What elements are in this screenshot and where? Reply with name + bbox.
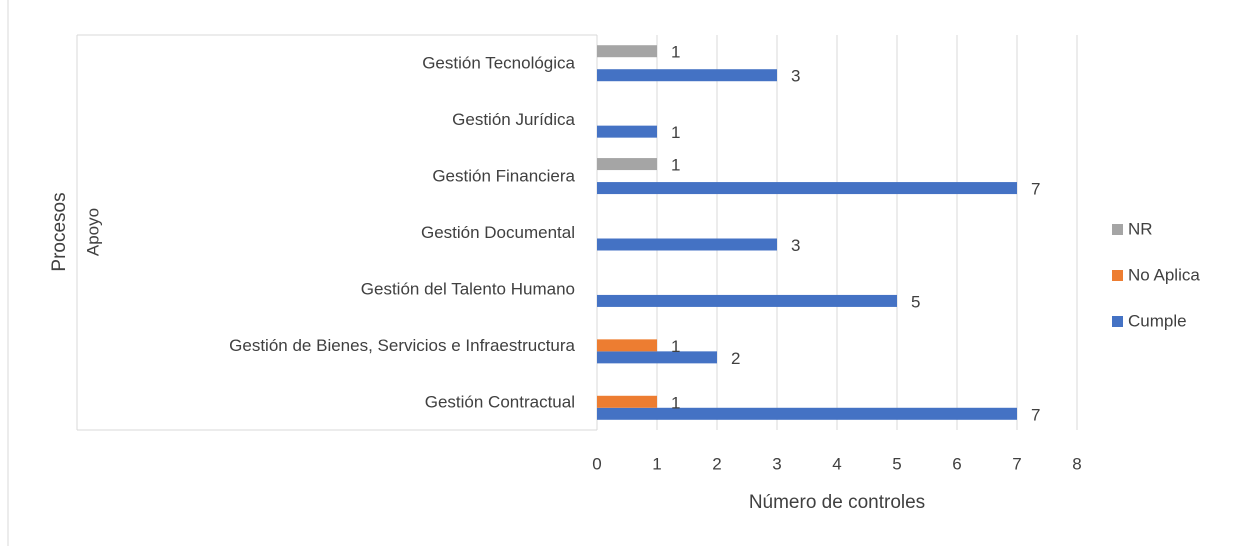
- data-label: 1: [671, 156, 680, 175]
- data-label: 7: [1031, 180, 1040, 199]
- x-axis-title: Número de controles: [749, 492, 925, 513]
- bar: [597, 407, 1017, 420]
- y-tick-label: Gestión Contractual: [425, 392, 575, 411]
- data-label: 1: [671, 337, 680, 356]
- x-tick-label: 8: [1072, 454, 1081, 473]
- bar: [597, 294, 897, 307]
- bar: [597, 339, 657, 352]
- x-tick-label: 4: [832, 454, 841, 473]
- y-tick-label: Gestión de Bienes, Servicios e Infraestr…: [229, 336, 575, 355]
- legend-swatch: [1112, 270, 1123, 281]
- y-tick-label: Gestión Tecnológica: [422, 54, 575, 73]
- data-label: 3: [791, 67, 800, 86]
- y-tick-label: Gestión Documental: [421, 223, 575, 242]
- bar: [597, 69, 777, 82]
- x-tick-label: 1: [652, 454, 661, 473]
- data-label: 5: [911, 292, 920, 311]
- data-label: 1: [671, 393, 680, 412]
- group-label: Apoyo: [83, 208, 102, 256]
- x-tick-label: 6: [952, 454, 961, 473]
- legend-label: Cumple: [1128, 311, 1187, 330]
- x-tick-label: 5: [892, 454, 901, 473]
- y-tick-label: Gestión del Talento Humano: [361, 279, 575, 298]
- y-tick-label: Gestión Financiera: [432, 167, 575, 186]
- y-axis-title: Procesos: [49, 192, 70, 271]
- data-label: 1: [671, 43, 680, 62]
- bar: [597, 125, 657, 138]
- legend-label: NR: [1128, 219, 1153, 238]
- bar: [597, 395, 657, 408]
- data-label: 1: [671, 123, 680, 142]
- x-tick-label: 0: [592, 454, 601, 473]
- y-tick-label: Gestión Jurídica: [452, 110, 575, 129]
- data-label: 7: [1031, 405, 1040, 424]
- data-label: 3: [791, 236, 800, 255]
- bar: [597, 238, 777, 251]
- x-tick-label: 2: [712, 454, 721, 473]
- bar: [597, 45, 657, 58]
- x-tick-label: 3: [772, 454, 781, 473]
- bar: [597, 351, 717, 364]
- legend-swatch: [1112, 316, 1123, 327]
- data-label: 2: [731, 349, 740, 368]
- x-tick-label: 7: [1012, 454, 1021, 473]
- legend-label: No Aplica: [1128, 265, 1200, 284]
- legend-swatch: [1112, 224, 1123, 235]
- bar: [597, 182, 1017, 195]
- bar: [597, 158, 657, 171]
